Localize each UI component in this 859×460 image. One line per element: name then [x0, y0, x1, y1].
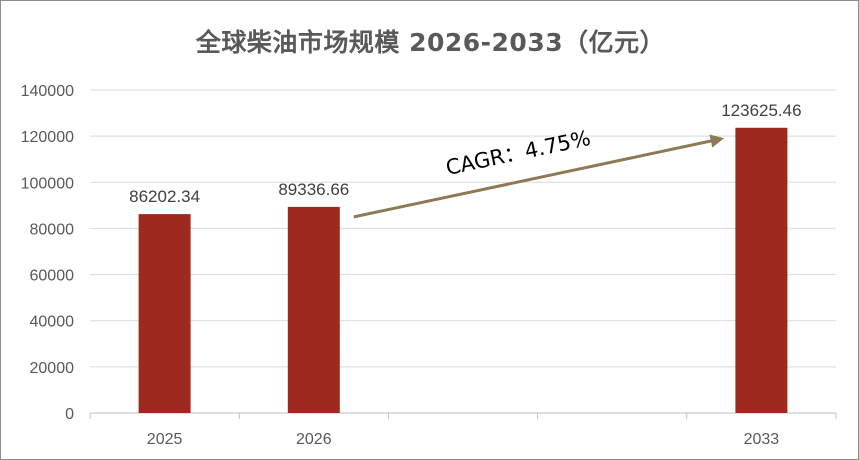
x-tick-label: 2033	[744, 431, 780, 448]
cagr-arrow	[353, 134, 725, 219]
chart-title: 全球柴油市场规模 2026-2033（亿元）	[195, 28, 666, 57]
y-tick-label: 120000	[21, 129, 74, 146]
y-tick-label: 140000	[21, 83, 74, 100]
x-tick-label: 2026	[296, 431, 332, 448]
bar-2033	[735, 127, 788, 413]
data-label: 86202.34	[129, 187, 200, 206]
bar-2025	[138, 214, 191, 413]
y-tick-label: 20000	[30, 360, 75, 377]
y-tick-label: 40000	[30, 314, 75, 331]
bar-2026	[287, 206, 340, 413]
y-tick-label: 80000	[30, 221, 75, 238]
data-label: 123625.46	[721, 101, 801, 120]
data-label: 89336.66	[278, 180, 349, 199]
y-tick-label: 60000	[30, 268, 75, 285]
y-tick-label: 0	[65, 406, 74, 423]
x-tick-label: 2025	[147, 431, 183, 448]
y-tick-label: 100000	[21, 175, 74, 192]
